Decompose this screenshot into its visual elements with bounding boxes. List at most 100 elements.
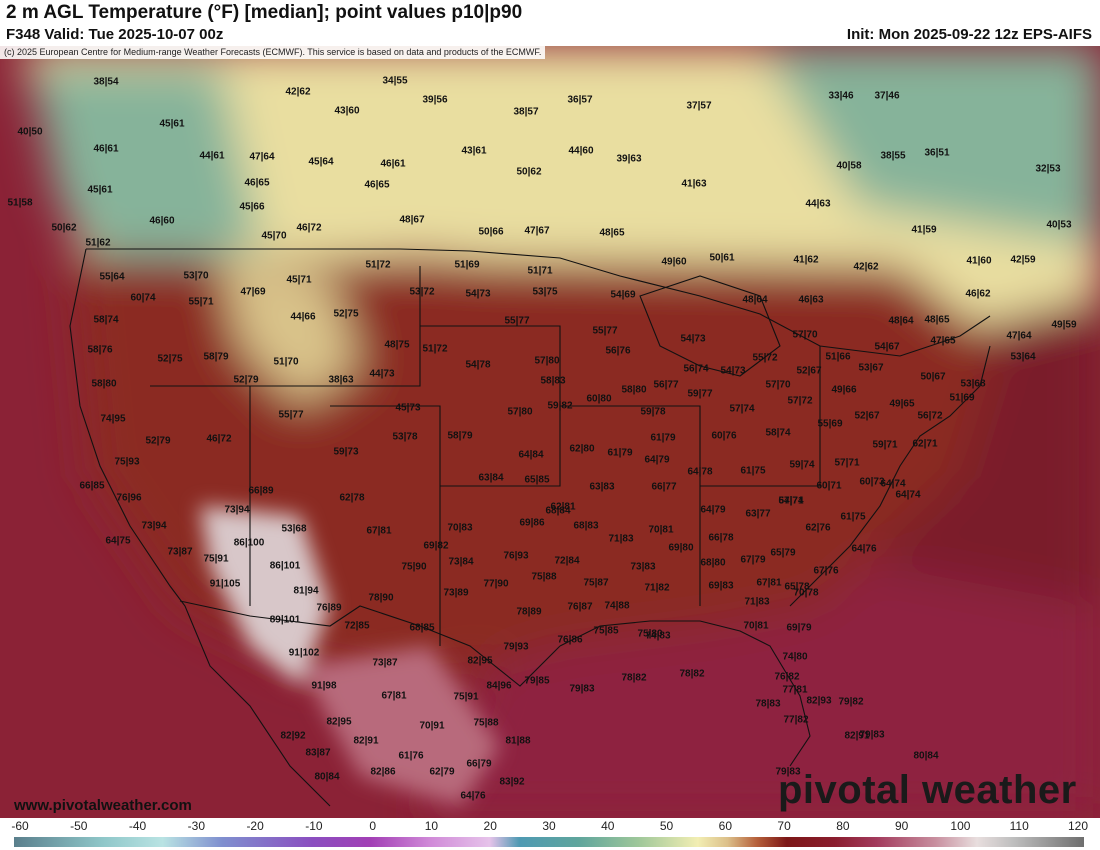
point-value-label: 57|80 [534,355,560,367]
point-value-label: 64|79 [644,454,670,466]
temperature-map[interactable] [0,46,1100,818]
point-value-label: 59|78 [640,406,666,418]
point-value-label: 78|82 [621,672,647,684]
point-value-label: 60|74 [130,292,156,304]
point-value-label: 43|61 [461,145,487,157]
point-value-label: 69|80 [668,542,694,554]
point-value-label: 38|57 [513,106,539,118]
point-value-label: 48|65 [924,314,950,326]
point-value-label: 51|70 [273,356,299,368]
website-link[interactable]: www.pivotalweather.com [14,797,192,814]
colorbar-tick: -60 [11,819,29,833]
point-value-label: 74|80 [782,651,808,663]
point-value-label: 53|67 [858,362,884,374]
colorbar-tick: 70 [777,819,791,833]
point-value-label: 68|84 [545,505,571,517]
point-value-label: 86|101 [269,560,301,572]
colorbar-tick: 30 [542,819,556,833]
point-value-label: 80|84 [913,750,939,762]
point-value-label: 60|76 [711,430,737,442]
point-value-label: 76|89 [316,602,342,614]
point-value-label: 55|77 [592,325,618,337]
point-value-label: 50|61 [709,252,735,264]
point-value-label: 52|75 [157,353,183,365]
colorbar-tick: -50 [70,819,88,833]
point-value-label: 76|87 [567,601,593,613]
point-value-label: 77|81 [782,684,808,696]
point-value-label: 55|71 [188,296,214,308]
west-coast [69,248,331,807]
point-value-label: 62|76 [805,522,831,534]
point-value-label: 46|63 [798,294,824,306]
point-value-label: 45|70 [261,230,287,242]
point-value-label: 46|72 [296,222,322,234]
point-value-label: 57|70 [792,329,818,341]
point-value-label: 75|87 [583,577,609,589]
point-value-label: 58|74 [765,427,791,439]
point-value-label: 66|79 [466,758,492,770]
point-value-label: 69|86 [519,517,545,529]
point-value-label: 44|73 [369,368,395,380]
point-value-label: 76|82 [774,671,800,683]
point-value-label: 59|71 [872,439,898,451]
point-value-label: 75|88 [531,571,557,583]
point-value-label: 34|55 [382,75,408,87]
point-value-label: 74|88 [604,600,630,612]
point-value-label: 57|70 [765,379,791,391]
header: 2 m AGL Temperature (°F) [median]; point… [0,0,1100,46]
point-value-label: 91|98 [311,680,337,692]
point-value-label: 66|77 [651,481,677,493]
point-value-label: 39|56 [422,94,448,106]
point-value-label: 73|84 [448,556,474,568]
point-value-label: 64|75 [105,535,131,547]
point-value-label: 48|67 [399,214,425,226]
point-value-label: 75|85 [593,625,619,637]
point-value-label: 52|75 [333,308,359,320]
point-value-label: 64|74 [880,478,906,490]
colorbar-tick: -30 [187,819,205,833]
point-value-label: 60|73 [859,476,885,488]
point-value-label: 60|80 [586,393,612,405]
point-value-label: 79|85 [524,675,550,687]
point-value-label: 50|62 [516,166,542,178]
map-area[interactable]: 38|54 40|50 46|61 45|61 51|58 50|62 51|62 45|61… [0,46,1100,818]
map-title: 2 m AGL Temperature (°F) [median]; point… [6,2,523,23]
point-value-label: 66|89 [248,485,274,497]
point-value-label: 49|66 [831,384,857,396]
point-value-label: 33|46 [828,90,854,102]
point-value-label: 61|76 [398,750,424,762]
point-value-label: 59|74 [789,459,815,471]
point-value-label: 69|82 [423,540,449,552]
point-value-label: 63|77 [745,508,771,520]
point-value-label: 91|105 [209,578,241,590]
colorbar-tick: 40 [601,819,615,833]
point-value-label: 55|77 [504,315,530,327]
colorbar-tick: -10 [305,819,323,833]
point-value-label: 79|93 [503,641,529,653]
point-value-label: 68|80 [700,557,726,569]
point-value-label: 65|78 [784,581,810,593]
point-value-label: 48|64 [742,294,768,306]
point-value-label: 65|79 [770,547,796,559]
point-value-label: 58|83 [540,375,566,387]
point-value-label: 59|77 [687,388,713,400]
colorbar-tick: 20 [483,819,497,833]
point-value-label: 80|84 [314,771,340,783]
point-value-label: 54|69 [610,289,636,301]
point-value-label: 62|71 [912,438,938,450]
point-value-label: 38|54 [93,76,119,88]
point-value-label: 73|87 [372,657,398,669]
us-canada-border [86,248,991,357]
point-value-label: 59|73 [333,446,359,458]
init-time: Init: Mon 2025-09-22 12z EPS-AIFS [846,26,1092,43]
state-line-5 [560,405,701,606]
point-value-label: 54|73 [720,365,746,377]
point-value-label: 79|83 [569,683,595,695]
colorbar-tick: 0 [369,819,376,833]
colorbar-tick: 120 [1067,819,1089,833]
desert-hot [200,506,330,686]
point-value-label: 40|53 [1046,219,1072,231]
point-value-label: 41|59 [911,224,937,236]
colorbar-tick: 90 [894,819,909,833]
point-value-label: 45|64 [308,156,334,168]
